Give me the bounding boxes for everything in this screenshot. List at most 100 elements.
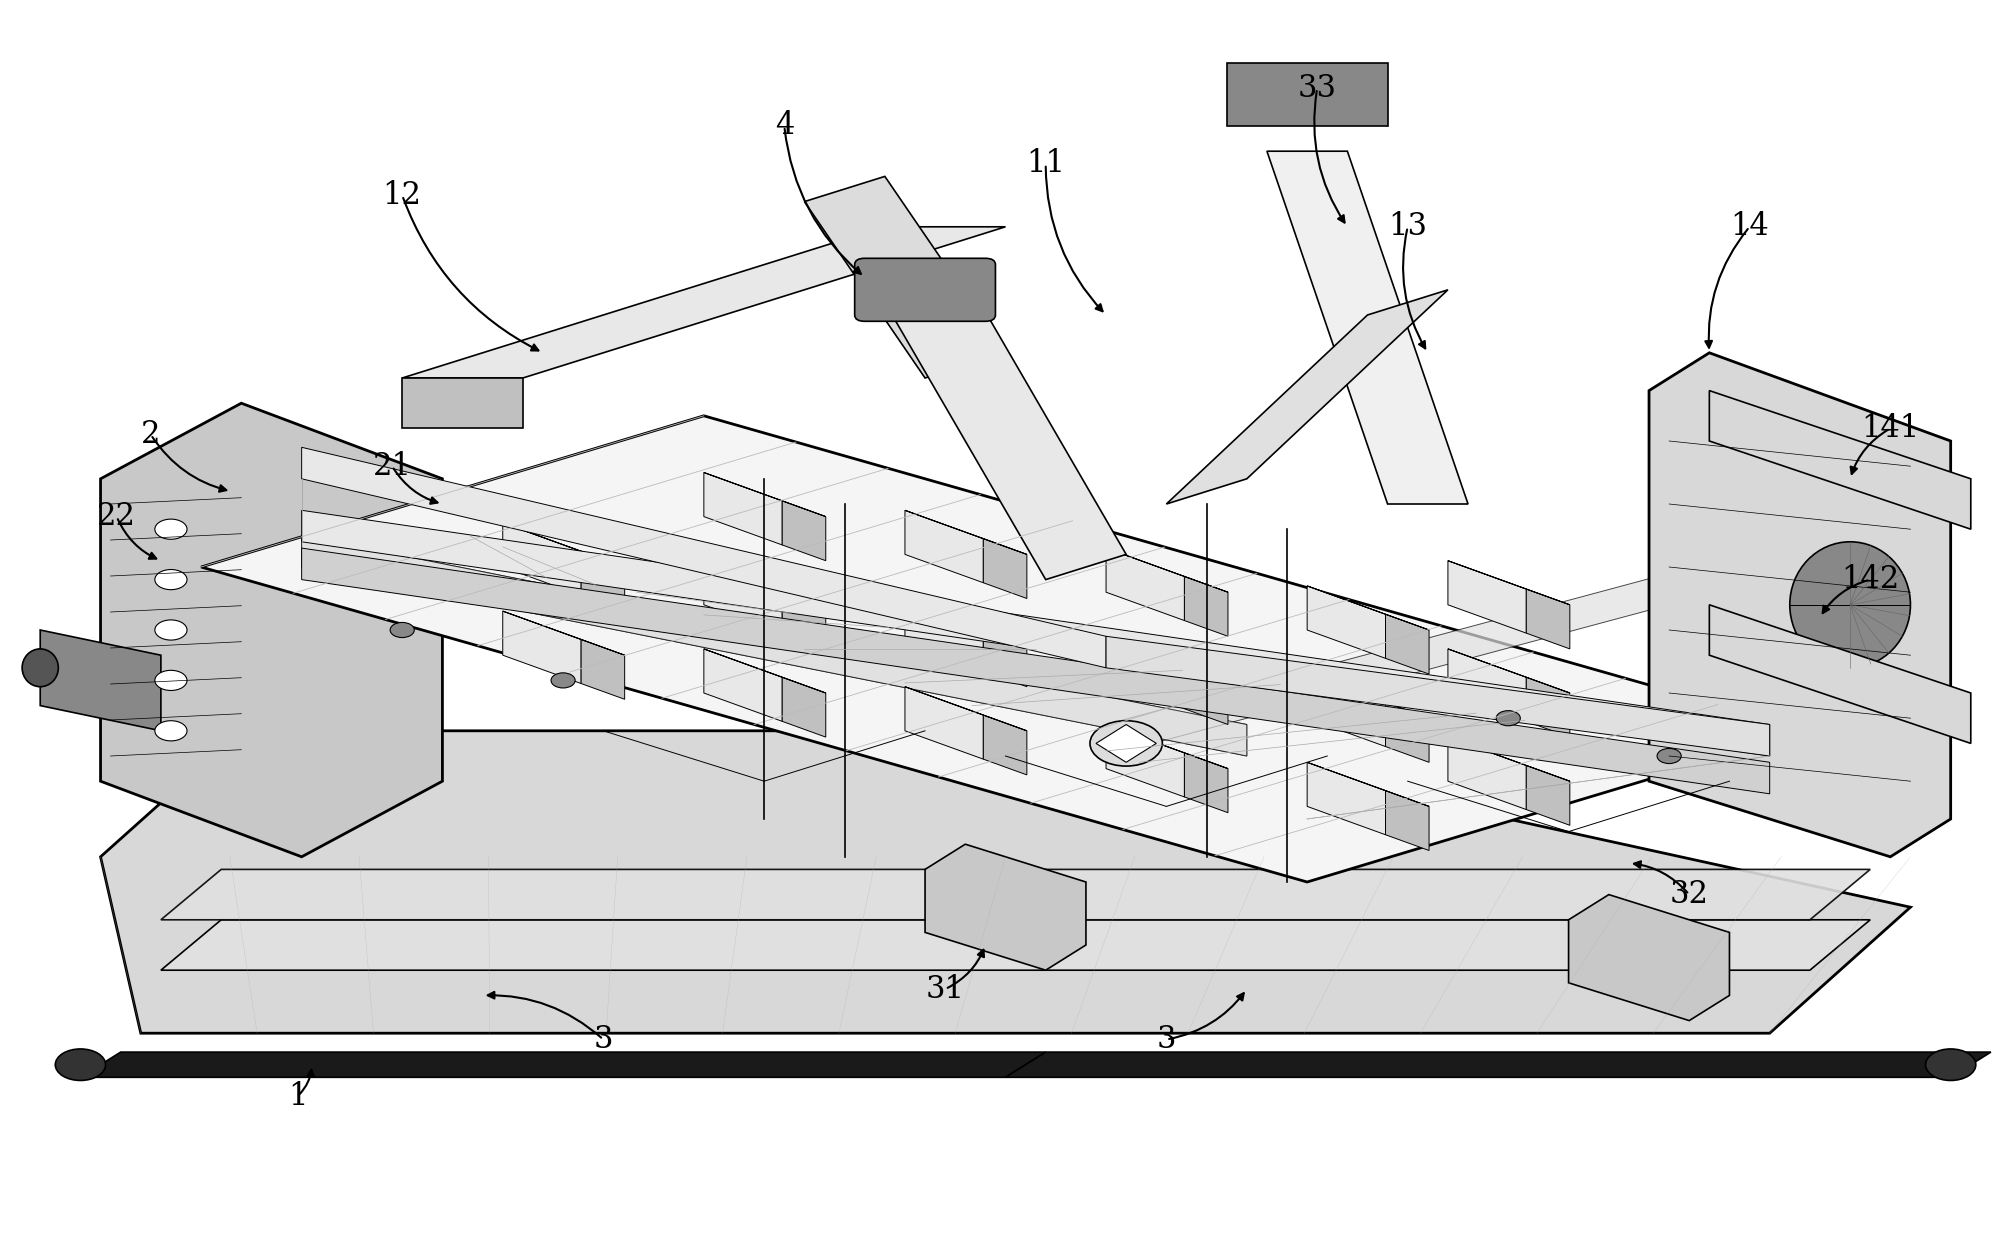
Circle shape bbox=[155, 721, 187, 741]
Polygon shape bbox=[1106, 548, 1184, 620]
Circle shape bbox=[155, 620, 187, 640]
Polygon shape bbox=[983, 714, 1028, 775]
Polygon shape bbox=[905, 510, 983, 582]
Polygon shape bbox=[1448, 561, 1571, 605]
Polygon shape bbox=[704, 561, 782, 633]
Polygon shape bbox=[1307, 762, 1386, 835]
FancyBboxPatch shape bbox=[855, 258, 995, 321]
Polygon shape bbox=[581, 551, 625, 611]
Polygon shape bbox=[503, 611, 581, 683]
Polygon shape bbox=[1569, 895, 1729, 1021]
Polygon shape bbox=[1267, 151, 1468, 504]
Polygon shape bbox=[1386, 615, 1430, 674]
Polygon shape bbox=[905, 598, 1028, 643]
Circle shape bbox=[551, 673, 575, 688]
Polygon shape bbox=[1006, 1052, 1991, 1077]
Polygon shape bbox=[1448, 561, 1526, 633]
Polygon shape bbox=[905, 598, 983, 670]
Polygon shape bbox=[704, 472, 827, 517]
Polygon shape bbox=[1106, 548, 1229, 592]
Text: 32: 32 bbox=[1669, 879, 1709, 910]
Circle shape bbox=[1657, 748, 1681, 764]
Text: 3: 3 bbox=[593, 1024, 613, 1055]
Polygon shape bbox=[1526, 766, 1571, 825]
Polygon shape bbox=[1307, 586, 1430, 630]
Text: 3: 3 bbox=[1156, 1024, 1176, 1055]
Ellipse shape bbox=[1790, 542, 1910, 668]
Polygon shape bbox=[1526, 590, 1571, 649]
Polygon shape bbox=[1526, 678, 1571, 737]
Polygon shape bbox=[101, 731, 1910, 1033]
Polygon shape bbox=[302, 510, 1770, 756]
Polygon shape bbox=[925, 844, 1086, 970]
Polygon shape bbox=[983, 538, 1028, 598]
Polygon shape bbox=[1448, 649, 1571, 693]
Polygon shape bbox=[1709, 391, 1971, 529]
Polygon shape bbox=[1709, 605, 1971, 743]
Polygon shape bbox=[704, 561, 827, 605]
Circle shape bbox=[1090, 721, 1162, 766]
Polygon shape bbox=[402, 227, 1006, 378]
Text: 12: 12 bbox=[382, 180, 422, 210]
Polygon shape bbox=[905, 687, 983, 759]
Circle shape bbox=[155, 519, 187, 539]
Polygon shape bbox=[1106, 536, 1810, 756]
Text: 141: 141 bbox=[1862, 413, 1918, 444]
Ellipse shape bbox=[56, 1048, 107, 1080]
Polygon shape bbox=[80, 1052, 1046, 1077]
Text: 11: 11 bbox=[1026, 149, 1066, 179]
Ellipse shape bbox=[1925, 1048, 1975, 1080]
Polygon shape bbox=[302, 548, 1770, 794]
Text: 22: 22 bbox=[97, 501, 137, 532]
Polygon shape bbox=[581, 640, 625, 699]
Polygon shape bbox=[1448, 737, 1571, 781]
Polygon shape bbox=[1307, 674, 1386, 746]
Polygon shape bbox=[1106, 636, 1770, 756]
Polygon shape bbox=[704, 649, 827, 693]
Polygon shape bbox=[503, 523, 625, 567]
Ellipse shape bbox=[22, 649, 58, 687]
Polygon shape bbox=[1307, 674, 1430, 718]
Polygon shape bbox=[1184, 576, 1229, 636]
Polygon shape bbox=[101, 403, 442, 857]
Polygon shape bbox=[302, 536, 1247, 756]
Circle shape bbox=[1496, 711, 1520, 726]
Polygon shape bbox=[782, 590, 827, 649]
Circle shape bbox=[390, 622, 414, 638]
Polygon shape bbox=[1106, 724, 1229, 769]
Polygon shape bbox=[1307, 762, 1430, 806]
Text: 13: 13 bbox=[1388, 212, 1428, 242]
Polygon shape bbox=[1106, 724, 1184, 798]
Polygon shape bbox=[1307, 586, 1386, 658]
Polygon shape bbox=[983, 627, 1028, 687]
Text: 33: 33 bbox=[1297, 73, 1337, 103]
Circle shape bbox=[155, 570, 187, 590]
Text: 142: 142 bbox=[1842, 564, 1898, 595]
Polygon shape bbox=[704, 649, 782, 721]
Polygon shape bbox=[161, 920, 1870, 970]
Polygon shape bbox=[1227, 63, 1388, 126]
Polygon shape bbox=[804, 176, 1006, 378]
Polygon shape bbox=[1649, 353, 1951, 857]
Polygon shape bbox=[885, 277, 1126, 580]
Polygon shape bbox=[905, 687, 1028, 731]
Text: 31: 31 bbox=[925, 974, 965, 1004]
Polygon shape bbox=[503, 611, 625, 655]
Polygon shape bbox=[1448, 649, 1526, 721]
Text: 21: 21 bbox=[372, 451, 412, 481]
Polygon shape bbox=[1096, 724, 1156, 762]
Polygon shape bbox=[201, 416, 1810, 882]
Circle shape bbox=[155, 670, 187, 690]
Polygon shape bbox=[782, 500, 827, 561]
Polygon shape bbox=[503, 523, 581, 595]
Polygon shape bbox=[1448, 737, 1526, 810]
Polygon shape bbox=[302, 536, 1247, 756]
Polygon shape bbox=[704, 472, 782, 544]
Polygon shape bbox=[161, 869, 1870, 920]
Polygon shape bbox=[1184, 665, 1229, 724]
Polygon shape bbox=[1386, 703, 1430, 762]
Polygon shape bbox=[302, 447, 1106, 668]
Polygon shape bbox=[1106, 636, 1229, 680]
Polygon shape bbox=[40, 630, 161, 731]
Polygon shape bbox=[905, 510, 1028, 554]
